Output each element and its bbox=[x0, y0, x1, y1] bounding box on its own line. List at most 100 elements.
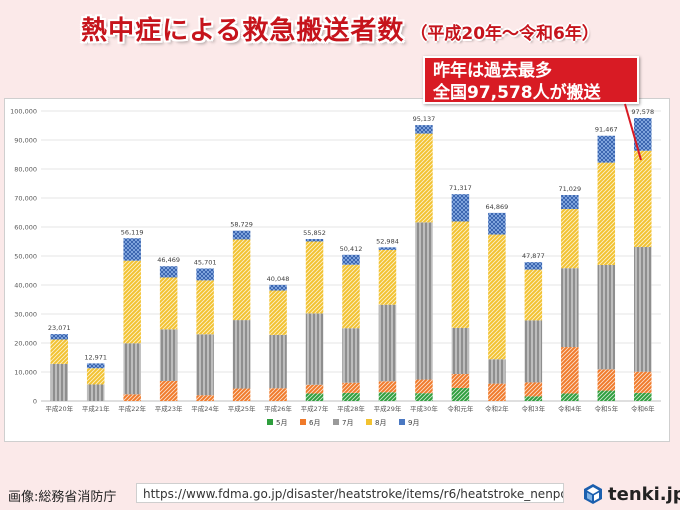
x-tick-label: 令和元年 bbox=[447, 404, 474, 413]
bar-stack bbox=[524, 262, 543, 401]
bar-segment-september bbox=[451, 194, 470, 222]
total-label: 56,119 bbox=[121, 228, 144, 236]
bar-segment-july bbox=[159, 329, 178, 381]
callout-line-1: 昨年は過去最多 bbox=[433, 61, 552, 81]
bar-segment-june bbox=[488, 383, 506, 401]
bar-segment-august bbox=[232, 239, 251, 321]
bar-segment-june bbox=[415, 379, 433, 394]
bar-segment-september bbox=[524, 262, 543, 270]
bar-segment-august bbox=[305, 241, 324, 314]
x-axis: 平成20年 平成21年 平成22年 平成23年 平成24年 平成25年 平成26年 平成27年… bbox=[45, 404, 655, 413]
total-label: 52,984 bbox=[376, 237, 399, 245]
bar-segment-june bbox=[342, 382, 360, 393]
legend-label: 9月 bbox=[408, 419, 419, 427]
x-tick-label: 平成26年 bbox=[264, 404, 292, 413]
bar-segment-may bbox=[561, 393, 579, 401]
x-tick-label: 平成28年 bbox=[337, 404, 365, 413]
bar-segment-september bbox=[597, 135, 616, 163]
bar-stack bbox=[415, 125, 433, 401]
bar-segment-june bbox=[305, 384, 324, 394]
bar-segment-august bbox=[123, 260, 141, 344]
bar-stack bbox=[597, 135, 616, 401]
bar-segment-september bbox=[342, 254, 360, 265]
bar-segment-july bbox=[488, 359, 506, 384]
bar-segment-june bbox=[634, 371, 652, 393]
x-tick-label: 平成30年 bbox=[410, 404, 438, 413]
bar-segment-july bbox=[378, 304, 397, 382]
bar-segment-may bbox=[597, 390, 616, 401]
bar-segment-august bbox=[159, 277, 178, 330]
y-tick-label: 100,000 bbox=[10, 108, 37, 116]
x-tick-label: 令和6年 bbox=[631, 404, 655, 413]
callout-line-2: 全国97,578人が搬送 bbox=[433, 83, 601, 103]
bar-segment-june bbox=[159, 380, 178, 401]
legend-swatch-july bbox=[333, 419, 339, 425]
bar-segment-july bbox=[451, 327, 470, 375]
bar-segment-september bbox=[561, 195, 579, 210]
bar-segment-june bbox=[561, 347, 579, 394]
x-tick-label: 平成20年 bbox=[45, 404, 73, 413]
y-tick-label: 80,000 bbox=[14, 166, 37, 174]
bar-segment-june bbox=[196, 395, 214, 401]
total-label: 47,877 bbox=[522, 252, 545, 260]
x-tick-label: 平成27年 bbox=[301, 404, 329, 413]
tenki-logo-icon bbox=[584, 484, 602, 504]
bar-segment-september bbox=[305, 239, 324, 242]
total-label: 71,317 bbox=[449, 184, 472, 192]
title-sub: （平成20年～令和6年） bbox=[410, 24, 599, 44]
total-label: 91,467 bbox=[595, 126, 618, 134]
source-url[interactable]: https://www.fdma.go.jp/disaster/heatstro… bbox=[136, 483, 564, 503]
total-label: 12,971 bbox=[84, 353, 107, 361]
bar-segment-july bbox=[415, 222, 433, 380]
bar-segment-september bbox=[232, 230, 251, 240]
bar-segment-june bbox=[232, 388, 251, 401]
bar-segment-august bbox=[597, 162, 616, 265]
y-tick-label: 90,000 bbox=[14, 137, 37, 145]
bar-segment-july bbox=[50, 363, 68, 401]
x-tick-label: 平成23年 bbox=[155, 404, 183, 413]
bar-stack bbox=[269, 284, 287, 401]
bar-segment-august bbox=[342, 264, 360, 329]
legend-label: 6月 bbox=[309, 419, 320, 427]
bar-segment-july bbox=[123, 343, 141, 395]
bar-segment-june bbox=[123, 394, 141, 401]
bar-stack bbox=[634, 118, 652, 401]
x-tick-label: 平成22年 bbox=[118, 404, 146, 413]
bar-segment-august bbox=[50, 339, 68, 364]
bar-segment-july bbox=[524, 320, 543, 383]
bar-segment-august bbox=[561, 209, 579, 269]
record-callout: 昨年は過去最多 全国97,578人が搬送 bbox=[423, 56, 639, 104]
legend-swatch-may bbox=[267, 419, 273, 425]
bar-stack bbox=[342, 254, 360, 401]
total-label: 97,578 bbox=[631, 108, 654, 116]
y-axis: 0 10,000 20,000 30,000 40,000 50,000 60,000 70,… bbox=[10, 108, 37, 406]
x-tick-label: 平成25年 bbox=[228, 404, 256, 413]
chart-panel: 0 10,000 20,000 30,000 40,000 50,000 60,000 70,… bbox=[4, 98, 670, 442]
total-label: 40,048 bbox=[267, 275, 290, 283]
bar-segment-july bbox=[634, 247, 652, 372]
x-tick-label: 令和3年 bbox=[522, 404, 546, 413]
chart-title: 熱中症による救急搬送者数 （平成20年～令和6年） bbox=[0, 10, 680, 47]
bar-segment-september bbox=[269, 284, 287, 291]
legend: 5月 6月 7月 8月 9月 bbox=[267, 419, 419, 427]
bar-stack bbox=[305, 239, 324, 401]
bar-segment-august bbox=[451, 221, 470, 328]
y-tick-label: 10,000 bbox=[14, 369, 37, 377]
bar-stack bbox=[159, 266, 178, 401]
image-source: 画像:総務省消防庁 bbox=[8, 490, 117, 505]
total-label: 95,137 bbox=[413, 115, 436, 123]
bar-segment-september bbox=[415, 125, 433, 134]
legend-swatch-june bbox=[300, 419, 306, 425]
bar-segment-may bbox=[415, 393, 433, 401]
bar-segment-june bbox=[269, 388, 287, 401]
bar-series bbox=[50, 118, 652, 401]
bar-stack bbox=[488, 212, 506, 401]
y-tick-label: 40,000 bbox=[14, 282, 37, 290]
bar-segment-august bbox=[488, 234, 506, 360]
y-tick-label: 30,000 bbox=[14, 311, 37, 319]
total-label: 45,701 bbox=[194, 258, 217, 266]
bar-segment-august bbox=[524, 269, 543, 321]
total-label: 46,469 bbox=[157, 256, 180, 264]
bar-segment-september bbox=[86, 363, 105, 369]
bar-segment-september bbox=[634, 118, 652, 151]
